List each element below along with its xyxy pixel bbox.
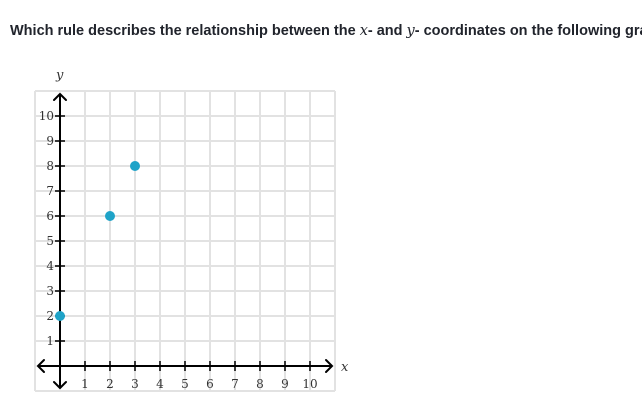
question-middle: - and xyxy=(367,23,407,39)
x-tick-label: 7 xyxy=(231,377,239,391)
y-tick-label: 10 xyxy=(39,109,54,123)
y-tick-label: 3 xyxy=(46,284,54,298)
x-tick-label: 2 xyxy=(106,377,114,391)
y-axis-label: y xyxy=(55,68,64,83)
x-tick-label: 8 xyxy=(256,377,264,391)
y-variable: y xyxy=(406,23,415,39)
x-tick-label: 6 xyxy=(206,377,214,391)
points xyxy=(55,161,140,321)
y-tick-label: 8 xyxy=(46,159,54,173)
y-tick-label: 2 xyxy=(46,309,54,323)
x-tick-label: 10 xyxy=(302,377,317,391)
y-tick-label: 6 xyxy=(46,209,54,223)
question-suffix: - coordinates on the following graph? xyxy=(414,23,642,39)
grid xyxy=(34,90,336,392)
data-point xyxy=(55,311,65,321)
ticks: 1 2 3 4 5 6 7 8 9 10 1 2 3 4 5 6 7 8 9 10 xyxy=(39,109,318,391)
y-axis-up-arrow-icon xyxy=(53,93,67,101)
question-prefix: Which rule describes the relationship be… xyxy=(10,23,360,39)
y-tick-label: 4 xyxy=(46,259,54,273)
x-axis-right-arrow-icon xyxy=(325,359,333,373)
y-tick-label: 7 xyxy=(46,184,54,198)
x-tick-label: 4 xyxy=(156,377,164,391)
question-text: Which rule describes the relationship be… xyxy=(10,23,642,39)
y-axis-down-arrow-icon xyxy=(53,381,67,389)
x-tick-label: 3 xyxy=(131,377,139,391)
x-tick-label: 9 xyxy=(281,377,289,391)
x-tick-label: 1 xyxy=(81,377,89,391)
x-axis-left-arrow-icon xyxy=(37,359,45,373)
y-tick-label: 5 xyxy=(46,234,54,248)
data-point xyxy=(105,211,115,221)
x-variable: x xyxy=(359,23,368,39)
x-tick-label: 5 xyxy=(181,377,189,391)
data-point xyxy=(130,161,140,171)
y-tick-label: 9 xyxy=(46,134,54,148)
y-tick-label: 1 xyxy=(46,334,54,348)
x-axis-label: x xyxy=(341,360,349,375)
